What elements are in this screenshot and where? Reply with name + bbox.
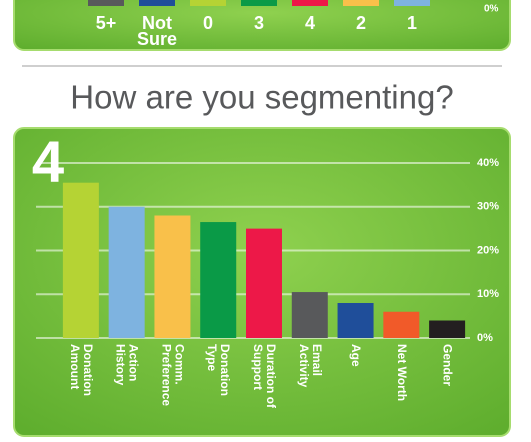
x-tick-label: Comm. Preference xyxy=(159,344,187,407)
section-number: 4 xyxy=(32,129,64,194)
x-tick-label: Not Sure xyxy=(136,13,178,49)
bar-stub xyxy=(241,0,277,6)
y-tick-label: 0% xyxy=(477,332,493,344)
x-tick-label: 1 xyxy=(406,13,417,33)
bar xyxy=(383,311,420,338)
x-tick-label: Age xyxy=(349,344,364,367)
bar-stub xyxy=(343,0,379,6)
bar-stub xyxy=(190,0,226,6)
y-tick-label: 30% xyxy=(477,201,499,213)
y-tick-label: 20% xyxy=(477,244,499,256)
bar-stub xyxy=(292,0,328,6)
x-tick-label: Action History xyxy=(113,344,141,386)
bar xyxy=(154,215,191,338)
x-tick-label: Donation Type xyxy=(205,344,233,396)
x-tick-label: Duration of Support xyxy=(251,344,278,408)
x-tick-label: Email Activity xyxy=(296,344,324,388)
bar xyxy=(337,303,374,338)
x-tick-label: 5+ xyxy=(95,13,117,33)
bar-stub xyxy=(88,0,124,6)
chart-title: How are you segmenting? xyxy=(70,79,453,116)
bar xyxy=(62,182,99,338)
y-tick-label: 40% xyxy=(477,157,499,169)
axis-label: 0% xyxy=(484,4,499,15)
bar xyxy=(429,320,466,338)
x-tick-label: 4 xyxy=(304,13,315,33)
bar xyxy=(246,228,282,338)
x-tick-label: 0 xyxy=(202,13,213,33)
bar xyxy=(108,206,145,338)
x-tick-label: Donation Amount xyxy=(67,344,95,396)
y-tick-label: 10% xyxy=(477,288,499,300)
bar xyxy=(200,222,237,338)
top-panel xyxy=(13,0,511,51)
bar-stub xyxy=(139,0,175,6)
bar xyxy=(291,292,328,338)
bar-stub xyxy=(394,0,430,6)
x-tick-label: 2 xyxy=(355,13,366,33)
x-tick-label: 3 xyxy=(253,13,264,33)
x-tick-label: Gender xyxy=(440,344,455,387)
x-tick-label: Net Worth xyxy=(394,344,409,402)
